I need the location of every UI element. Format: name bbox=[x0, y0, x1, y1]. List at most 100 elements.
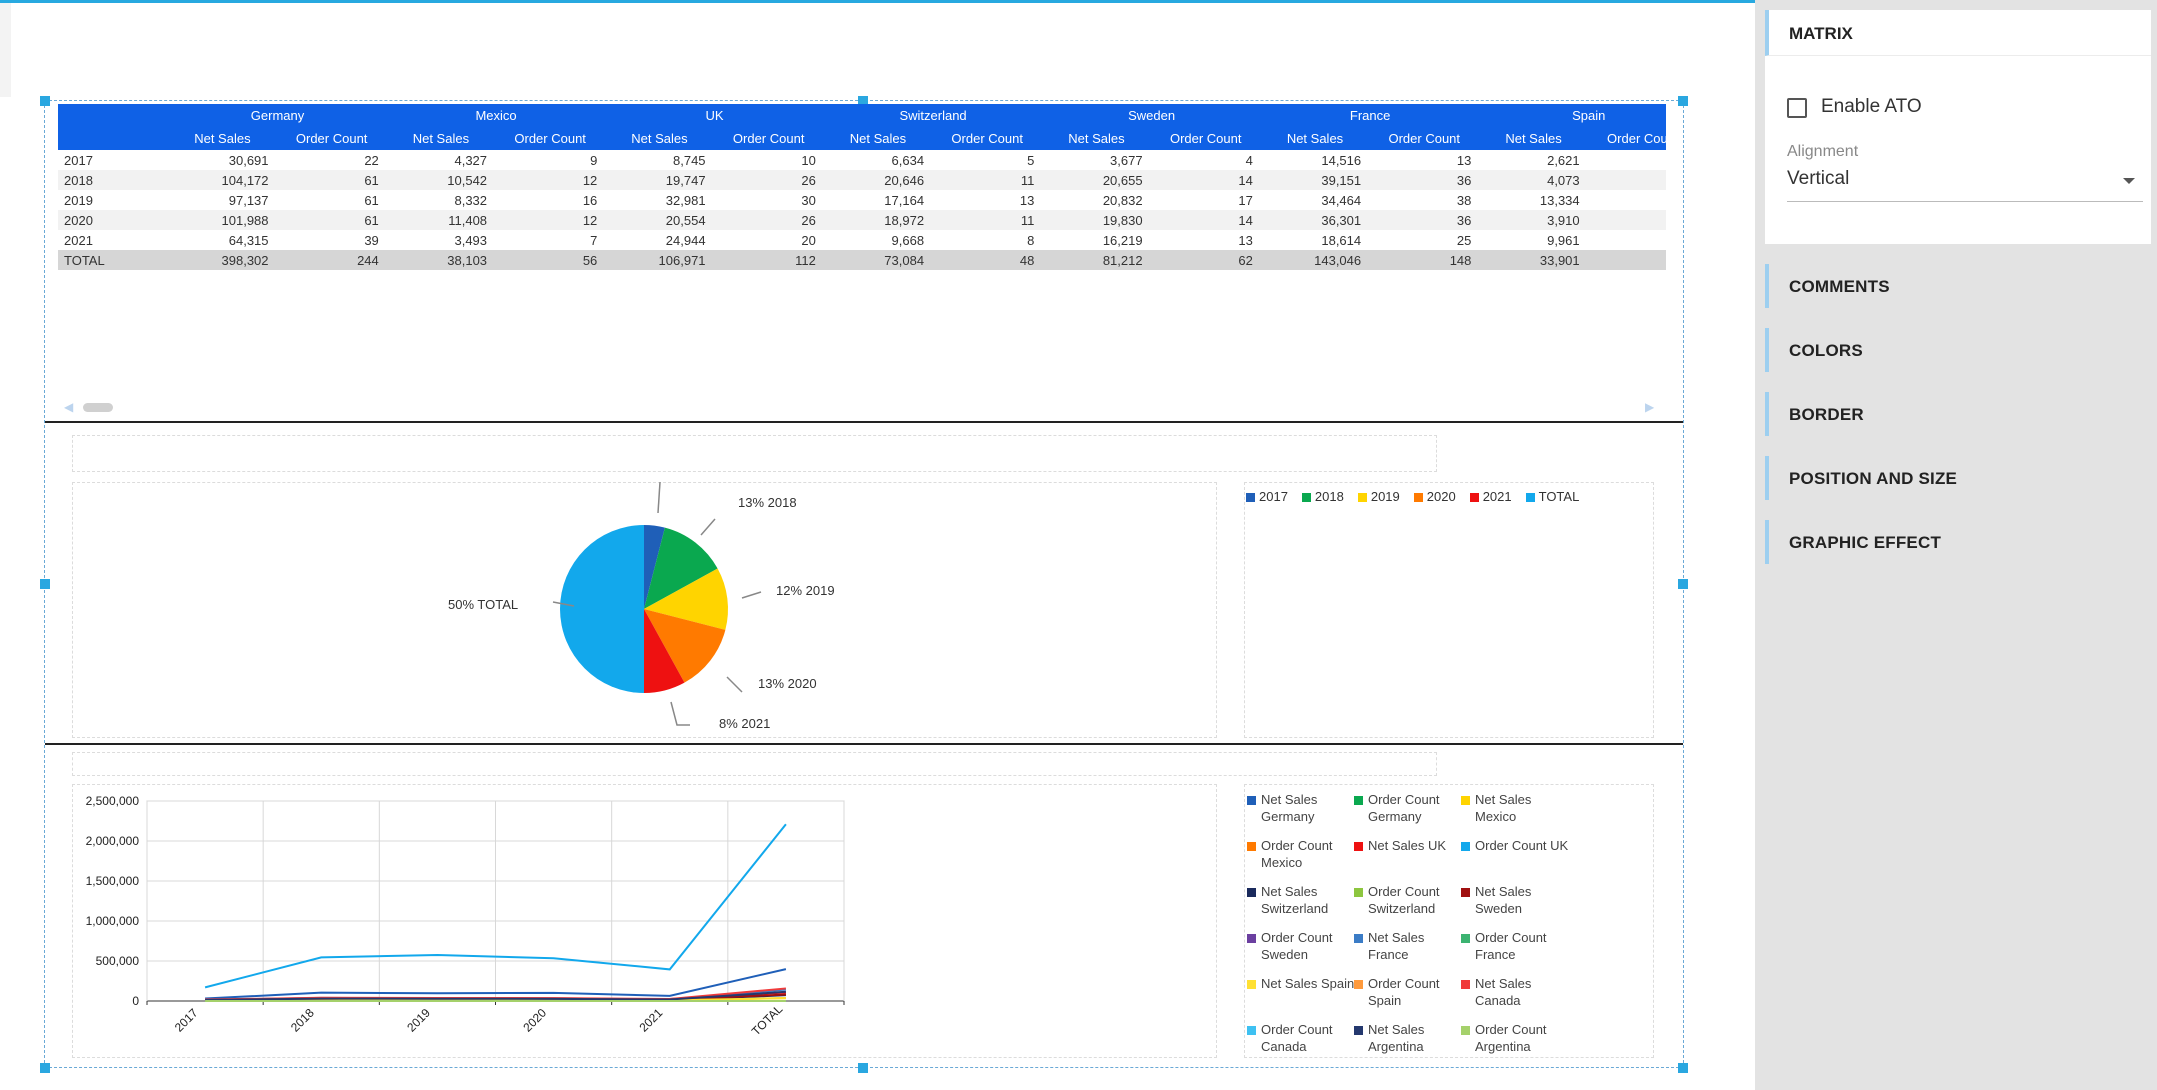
matrix-cell: 11 bbox=[932, 210, 1043, 230]
pie-slice-total[interactable] bbox=[560, 525, 644, 693]
line-legend-item[interactable]: Net Sales Sweden bbox=[1461, 883, 1571, 917]
section-divider bbox=[45, 743, 1683, 745]
resize-handle-tr[interactable] bbox=[1678, 96, 1688, 106]
matrix-measure-header[interactable]: Net Sales bbox=[386, 127, 496, 150]
resize-handle-br[interactable] bbox=[1678, 1063, 1688, 1073]
pie-legend-item[interactable]: TOTAL bbox=[1525, 489, 1579, 504]
matrix-measure-header[interactable]: Order Count bbox=[276, 127, 387, 150]
matrix-measure-header[interactable]: Net Sales bbox=[823, 127, 933, 150]
line-legend-item[interactable]: Net Sales France bbox=[1354, 929, 1464, 963]
line-legend: Net Sales Germany Order Count Germany Net … bbox=[1244, 784, 1654, 1058]
matrix-measure-header[interactable]: Order Count bbox=[1587, 127, 1666, 150]
x-tick-label: 2018 bbox=[288, 1006, 317, 1035]
matrix-measure-header[interactable]: Order Count bbox=[1369, 127, 1480, 150]
line-legend-item[interactable]: Order Count UK bbox=[1461, 837, 1571, 854]
graphic-effect-section-header[interactable]: GRAPHIC EFFECT bbox=[1765, 520, 2151, 564]
resize-handle-bm[interactable] bbox=[858, 1063, 868, 1073]
line-legend-item[interactable]: Net Sales Switzerland bbox=[1247, 883, 1357, 917]
matrix-row: 2019 97,137 61 8,332 16 32,981 30 17,164 13 20,83… bbox=[58, 190, 1666, 210]
pie-legend-item[interactable]: 2018 bbox=[1301, 489, 1344, 504]
matrix-measure-header[interactable]: Order Count bbox=[1150, 127, 1261, 150]
line-legend-item[interactable]: Net Sales Canada bbox=[1461, 975, 1571, 1009]
alignment-label: Alignment bbox=[1787, 143, 1859, 160]
matrix-measure-header[interactable]: Net Sales bbox=[1042, 127, 1151, 150]
matrix-country-header[interactable]: Spain bbox=[1479, 104, 1666, 127]
resize-handle-tl[interactable] bbox=[40, 96, 50, 106]
matrix-measure-header[interactable]: Net Sales bbox=[1260, 127, 1370, 150]
matrix-table[interactable]: Germany Mexico UK Switzerland Sweden France Sp… bbox=[58, 104, 1666, 274]
matrix-measure-header[interactable]: Net Sales bbox=[1479, 127, 1588, 150]
matrix-country-header[interactable]: Sweden bbox=[1042, 104, 1261, 127]
matrix-section-title: MATRIX bbox=[1789, 24, 1853, 43]
line-legend-item[interactable]: Net Sales Mexico bbox=[1461, 791, 1571, 825]
legend-label: Order Count Sweden bbox=[1261, 930, 1333, 962]
matrix-measure-header[interactable]: Net Sales bbox=[168, 127, 277, 150]
line-legend-item[interactable]: Order Count Germany bbox=[1354, 791, 1464, 825]
matrix-section-header[interactable]: MATRIX bbox=[1765, 10, 2151, 56]
resize-handle-ml[interactable] bbox=[40, 579, 50, 589]
alignment-select[interactable]: Vertical bbox=[1787, 168, 2143, 202]
matrix-cell: 39 bbox=[364, 232, 379, 248]
line-legend-item[interactable]: Order Count Mexico bbox=[1247, 837, 1357, 871]
scroll-left-icon[interactable]: ◀ bbox=[64, 400, 74, 414]
legend-swatch bbox=[1461, 980, 1470, 989]
pie-legend-item[interactable]: 2017 bbox=[1246, 489, 1288, 504]
matrix-country-header[interactable]: Germany bbox=[168, 104, 387, 127]
line-legend-item[interactable]: Net Sales Germany bbox=[1247, 791, 1357, 825]
pie-slice-2017[interactable] bbox=[644, 525, 665, 609]
line-legend-item[interactable]: Order Count Spain bbox=[1354, 975, 1464, 1009]
matrix-cell: 20,655 bbox=[1042, 170, 1151, 190]
matrix-cell: 39,151 bbox=[1260, 170, 1370, 190]
matrix-cell: 36,301 bbox=[1260, 210, 1370, 230]
matrix-country-header[interactable]: UK bbox=[605, 104, 824, 127]
line-legend-item[interactable]: Order Count France bbox=[1461, 929, 1571, 963]
legend-swatch bbox=[1461, 796, 1470, 805]
matrix-country-header[interactable]: Switzerland bbox=[823, 104, 1043, 127]
matrix-cell: 18,614 bbox=[1321, 232, 1362, 248]
resize-handle-tm[interactable] bbox=[858, 96, 868, 106]
line-legend-item[interactable]: Order Count Canada bbox=[1247, 1021, 1357, 1055]
matrix-country-header[interactable]: France bbox=[1260, 104, 1480, 127]
matrix-cell: 20,554 bbox=[605, 210, 714, 230]
legend-swatch bbox=[1354, 980, 1363, 989]
position-size-section-header[interactable]: POSITION AND SIZE bbox=[1765, 456, 2151, 500]
matrix-country-header[interactable]: Mexico bbox=[386, 104, 606, 127]
border-section-header[interactable]: BORDER bbox=[1765, 392, 2151, 436]
pie-slice-2021[interactable] bbox=[644, 609, 685, 693]
matrix-cell: 97,137 bbox=[228, 192, 269, 208]
horizontal-scrollbar[interactable] bbox=[83, 403, 113, 412]
line-legend-item[interactable]: Order Count Argentina bbox=[1461, 1021, 1571, 1055]
scroll-right-icon[interactable]: ▶ bbox=[1645, 400, 1655, 414]
pie-legend-item[interactable]: 2021 bbox=[1469, 489, 1512, 504]
series-line-order-count-uk[interactable] bbox=[204, 823, 787, 989]
line-legend-item[interactable]: Net Sales UK bbox=[1354, 837, 1464, 854]
series-line-net-sales-argentina[interactable] bbox=[205, 990, 786, 1002]
matrix-measure-header[interactable]: Order Count bbox=[932, 127, 1043, 150]
pie-slice-2019[interactable] bbox=[644, 568, 728, 630]
legend-label: Order Count Switzerland bbox=[1368, 884, 1440, 916]
pie-slice-2020[interactable] bbox=[644, 609, 726, 683]
pie-slice-2018[interactable] bbox=[644, 527, 718, 609]
line-chart: 0 500,000 1,000,000 1,500,000 2,000,000 2,500… bbox=[86, 794, 845, 1038]
comments-section-header[interactable]: COMMENTS bbox=[1765, 264, 2151, 308]
line-legend-item[interactable]: Net Sales Argentina bbox=[1354, 1021, 1464, 1055]
y-tick-label: 1,500,000 bbox=[86, 874, 140, 888]
matrix-measure-header[interactable]: Order Count bbox=[713, 127, 824, 150]
matrix-measure-header[interactable]: Net Sales bbox=[605, 127, 714, 150]
resize-handle-mr[interactable] bbox=[1678, 579, 1688, 589]
line-legend-item[interactable]: Order Count Sweden bbox=[1247, 929, 1357, 963]
pie-legend-item[interactable]: 2019 bbox=[1357, 489, 1400, 504]
legend-swatch bbox=[1461, 888, 1470, 897]
legend-label: Order Count Argentina bbox=[1475, 1022, 1547, 1054]
line-legend-item[interactable]: Order Count Switzerland bbox=[1354, 883, 1464, 917]
pie-legend-item[interactable]: 2020 bbox=[1413, 489, 1456, 504]
resize-handle-bl[interactable] bbox=[40, 1063, 50, 1073]
legend-label: Net Sales UK bbox=[1368, 838, 1447, 853]
enable-ato-checkbox[interactable] bbox=[1787, 98, 1807, 118]
legend-swatch bbox=[1354, 888, 1363, 897]
colors-section-header[interactable]: COLORS bbox=[1765, 328, 2151, 372]
line-legend-item[interactable]: Net Sales Spain bbox=[1247, 975, 1357, 992]
series-line-net-sales-germany[interactable] bbox=[205, 968, 787, 1000]
matrix-measure-header[interactable]: Order Count bbox=[495, 127, 606, 150]
matrix-cell: 36 bbox=[1369, 210, 1480, 230]
